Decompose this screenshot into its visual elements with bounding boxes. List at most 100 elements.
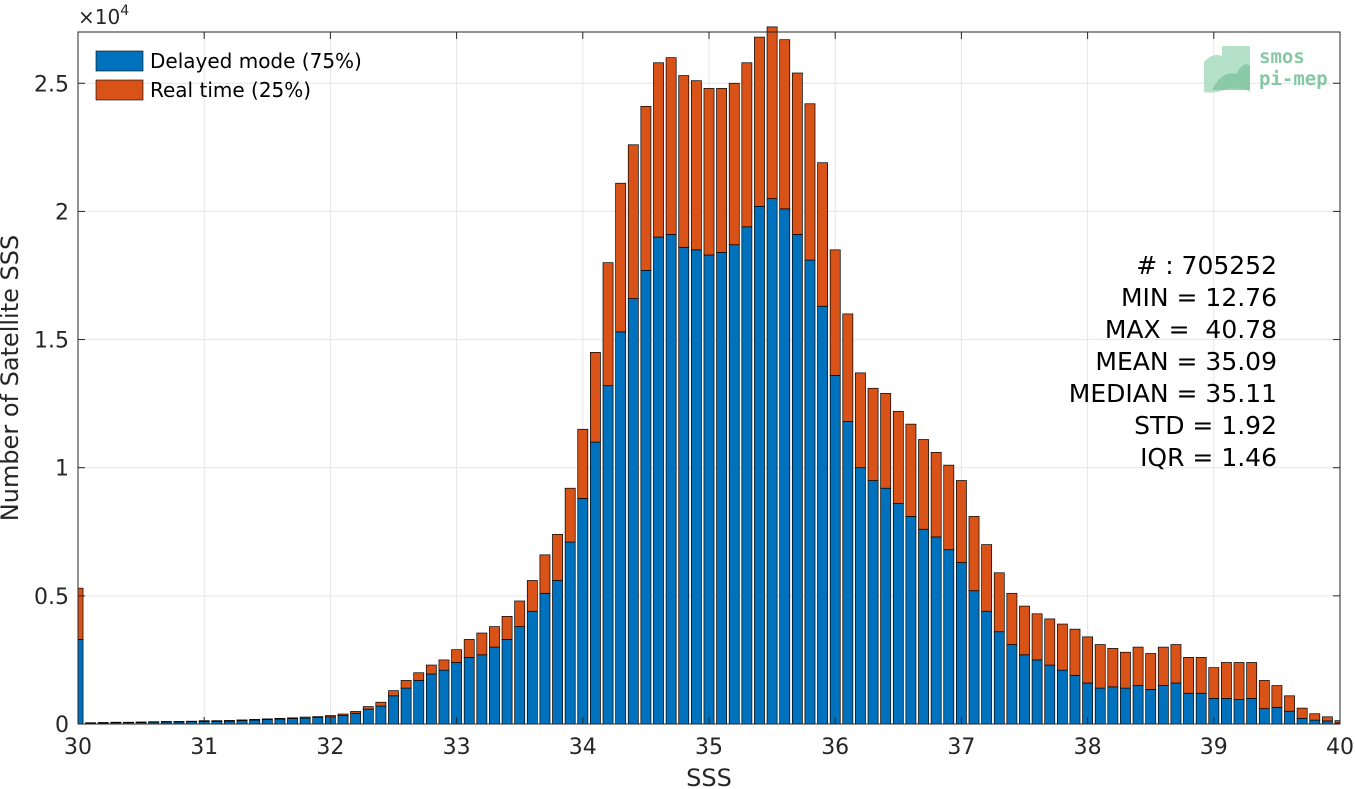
bar-real-time [829, 249, 841, 376]
bar-delayed-mode [1183, 692, 1194, 725]
bar-real-time [716, 88, 728, 253]
bar-delayed-mode [577, 498, 589, 725]
x-tick-label: 39 [1200, 735, 1228, 760]
bar-delayed-mode [1094, 687, 1106, 725]
bar-delayed-mode [1120, 687, 1131, 725]
x-tick-label: 32 [316, 735, 344, 760]
bar-real-time [1284, 695, 1295, 712]
bar-delayed-mode [1284, 710, 1295, 725]
bar-delayed-mode [1296, 718, 1308, 725]
bar-real-time [665, 57, 677, 235]
bar-delayed-mode [362, 708, 374, 725]
bar-real-time [1120, 651, 1131, 689]
bar-delayed-mode [892, 503, 904, 725]
logo-wave-icon-dark [1212, 64, 1250, 90]
bar-real-time [186, 720, 197, 723]
bar-delayed-mode [261, 719, 273, 725]
bar-delayed-mode [716, 252, 728, 725]
bar-delayed-mode [552, 580, 563, 725]
stat-count: # : 705252 [1136, 251, 1277, 280]
bar-delayed-mode [400, 687, 412, 725]
bar-delayed-mode [590, 441, 601, 725]
bar-delayed-mode [337, 715, 349, 725]
bar-delayed-mode [1019, 654, 1030, 725]
bar-delayed-mode [943, 549, 955, 725]
smos-pimep-logo: smos pi-mep [1204, 46, 1328, 93]
bar-real-time [754, 36, 765, 207]
bar-delayed-mode [501, 639, 513, 725]
bar-real-time [425, 664, 437, 675]
bar-delayed-mode [1233, 699, 1245, 725]
bar-delayed-mode [930, 536, 942, 725]
bar-delayed-mode [968, 590, 980, 725]
bar-delayed-mode [1309, 719, 1321, 725]
bar-real-time [135, 721, 147, 723]
y-tick-label: 0 [55, 713, 69, 738]
bar-real-time [1221, 662, 1232, 699]
bar-real-time [1107, 648, 1119, 688]
bar-delayed-mode [678, 246, 690, 725]
bar-real-time [236, 719, 248, 722]
bar-real-time [160, 721, 172, 723]
y-tick-label: 0.5 [34, 585, 69, 610]
bar-delayed-mode [1044, 664, 1056, 725]
bar-delayed-mode [1221, 698, 1232, 725]
bar-delayed-mode [791, 234, 803, 725]
bar-delayed-mode [981, 610, 993, 725]
bar-real-time [956, 480, 967, 563]
bar-real-time [148, 721, 160, 723]
bar-real-time [1145, 653, 1157, 690]
legend-label-realtime: Real time (25%) [150, 78, 311, 102]
y-tick-label: 2 [55, 200, 69, 225]
x-tick-label: 30 [64, 735, 92, 760]
x-tick-label: 33 [443, 735, 471, 760]
bar-real-time [514, 600, 526, 627]
bar-real-time [804, 103, 816, 261]
stat-mean: MEAN = 35.09 [1095, 347, 1277, 376]
ticks-layer: 30 31 32 33 34 35 36 37 38 39 40 0 0.5 1 1.5 2 2.5 [34, 32, 1354, 760]
bar-delayed-mode [1246, 698, 1258, 725]
bar-delayed-mode [249, 719, 261, 725]
bar-delayed-mode [1157, 685, 1169, 725]
bar-real-time [615, 182, 627, 333]
bar-real-time [224, 720, 235, 722]
bar-real-time [552, 533, 563, 581]
bar-real-time [476, 632, 488, 656]
bar-real-time [842, 313, 854, 422]
bar-delayed-mode [312, 717, 324, 725]
bar-real-time [779, 39, 791, 210]
bar-real-time [350, 711, 362, 714]
bar-real-time [1132, 646, 1144, 686]
bar-real-time [741, 62, 753, 228]
bar-real-time [602, 262, 614, 387]
bar-delayed-mode [438, 669, 450, 725]
bar-real-time [728, 82, 740, 246]
bar-real-time [123, 721, 134, 724]
stats-annotation: # : 705252 MIN = 12.76 MAX = 40.78 MEAN … [1069, 251, 1277, 472]
bar-delayed-mode [388, 695, 399, 725]
bar-delayed-mode [413, 680, 425, 725]
bar-real-time [1258, 680, 1270, 709]
x-tick-label: 36 [821, 735, 849, 760]
bar-real-time [173, 721, 185, 723]
y-tick-label: 1 [55, 457, 69, 482]
bar-real-time [880, 393, 892, 489]
legend: Delayed mode (75%) Real time (25%) [95, 49, 362, 102]
bar-real-time [1183, 657, 1194, 694]
bar-delayed-mode [993, 631, 1005, 725]
bar-delayed-mode [451, 662, 462, 725]
bar-delayed-mode [627, 298, 639, 725]
bar-real-time [653, 62, 664, 238]
bar-real-time [249, 719, 261, 721]
x-tick-label: 31 [190, 735, 218, 760]
bar-delayed-mode [564, 541, 576, 725]
bar-real-time [312, 716, 324, 718]
x-tick-label: 38 [1074, 735, 1102, 760]
bar-delayed-mode [766, 198, 778, 725]
bar-real-time [1031, 613, 1043, 661]
bar-delayed-mode [463, 657, 475, 725]
bar-delayed-mode [476, 654, 488, 725]
bar-real-time [438, 659, 450, 671]
y-axis-label: Number of Satellite SSS [0, 235, 24, 521]
